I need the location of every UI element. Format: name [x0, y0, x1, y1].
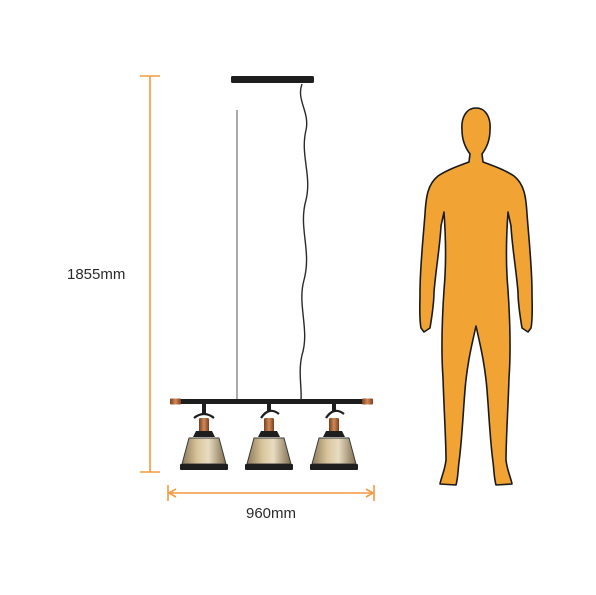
width-dimension-line	[167, 485, 375, 501]
width-label: 960mm	[246, 505, 297, 522]
human-figure	[418, 107, 534, 486]
power-cord	[299, 83, 309, 401]
lamp-shade-1	[180, 404, 228, 470]
ceiling-canopy	[231, 76, 314, 83]
bar-end-cap-left	[170, 398, 181, 405]
height-label: 1855mm	[67, 266, 126, 283]
fixture-bar	[174, 399, 370, 404]
lamp-shade-2	[245, 404, 293, 470]
lamp-shade-3	[310, 404, 358, 470]
pendant-light	[170, 76, 373, 470]
height-dimension-line	[140, 75, 160, 473]
bar-end-cap-right	[362, 398, 373, 405]
